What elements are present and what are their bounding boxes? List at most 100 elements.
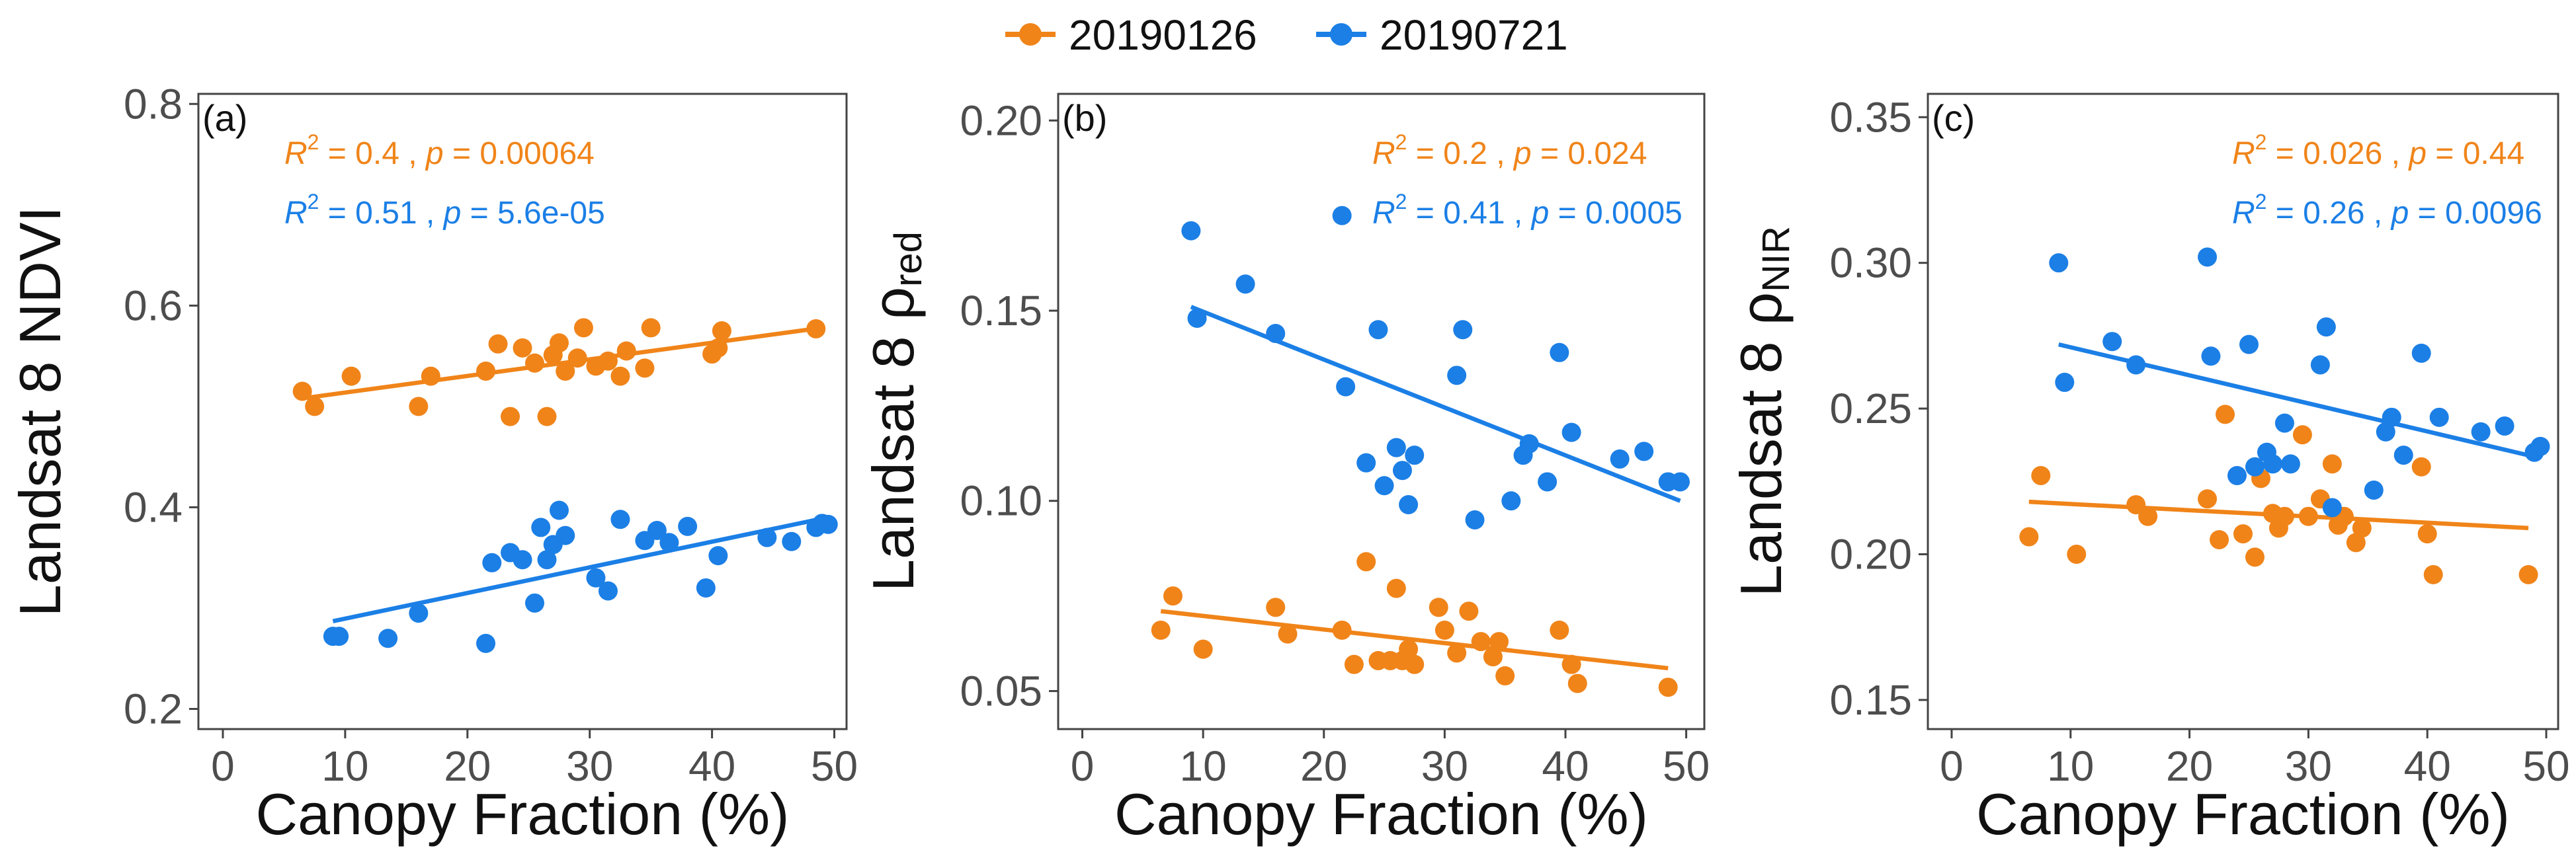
data-point-20190721 xyxy=(2322,498,2342,518)
data-point-20190721 xyxy=(1447,366,1467,385)
data-point-20190721 xyxy=(678,516,698,536)
data-point-20190721 xyxy=(2310,355,2330,375)
data-point-20190721 xyxy=(586,568,606,588)
stats-p-value: 0.0005 xyxy=(1585,196,1683,231)
stats-separator: , xyxy=(2365,196,2391,231)
x-axis-label-c: Canopy Fraction (%) xyxy=(1976,781,2510,847)
stats-r2-value: 0.026 xyxy=(2303,136,2382,171)
fit-line-20190126-b xyxy=(1160,609,1669,671)
data-point-20190721 xyxy=(2102,332,2122,352)
data-point-20190721 xyxy=(1453,320,1473,340)
stats-p-symbol: p xyxy=(1530,196,1550,231)
y-tick-label-c: 0.35 xyxy=(1829,93,1912,141)
data-point-20190126 xyxy=(1483,647,1503,667)
data-point-20190721 xyxy=(1368,320,1388,340)
data-point-20190126 xyxy=(1459,602,1479,621)
stats-r-equals: = xyxy=(319,136,355,171)
stats-annotation-20190126-b: R2 = 0.2 , p = 0.024 xyxy=(1372,130,1647,171)
stats-annotation-20190126-c: R2 = 0.026 , p = 0.44 xyxy=(2232,130,2524,171)
data-point-20190126 xyxy=(501,407,520,426)
x-tick-label-b: 40 xyxy=(1542,742,1589,790)
data-point-20190721 xyxy=(2049,253,2069,273)
x-tick-label-b: 30 xyxy=(1421,742,1468,790)
legend-label-20190126: 20190126 xyxy=(1069,11,1257,59)
y-tick-label-a: 0.4 xyxy=(124,483,183,531)
data-point-20190721 xyxy=(1374,476,1394,496)
data-point-20190126 xyxy=(2417,524,2437,544)
y-tick-label-b: 0.10 xyxy=(960,477,1042,525)
data-point-20190126 xyxy=(1405,654,1425,674)
series-20190126-b xyxy=(1151,552,1678,697)
data-point-20190721 xyxy=(598,581,618,601)
stats-p-value: 0.0096 xyxy=(2445,196,2542,231)
stats-separator: , xyxy=(399,136,426,171)
series-20190721-b xyxy=(1181,206,1690,530)
panel-a: 0 10 20 30 40 50 0.2 0.4 0.6 0.8 Canopy Fraction (… xyxy=(7,80,858,847)
data-point-20190126 xyxy=(537,407,557,426)
data-point-20190721 xyxy=(513,550,532,570)
plot-frame-b xyxy=(1057,93,1706,730)
legend-marker-20190126 xyxy=(1019,23,1042,46)
series-20190126-c xyxy=(2019,405,2538,584)
panel-b: 0 10 20 30 40 50 0.05 0.10 0.15 0.20 Canopy Fracti… xyxy=(860,93,1710,847)
stats-r2-value: 0.2 xyxy=(1443,136,1487,171)
y-tick-label-b: 0.05 xyxy=(960,667,1042,715)
data-point-20190721 xyxy=(531,518,551,537)
x-tick-label-a: 40 xyxy=(688,742,735,790)
data-point-20190721 xyxy=(2263,454,2282,474)
data-point-20190721 xyxy=(2429,407,2449,427)
data-point-20190126 xyxy=(409,397,429,416)
legend-label-20190721: 20190721 xyxy=(1380,11,1568,59)
stats-separator: , xyxy=(1487,136,1514,171)
stats-r-symbol: R xyxy=(284,136,308,171)
stats-r-symbol: R xyxy=(2232,196,2255,231)
y-tick-label-a: 0.2 xyxy=(124,685,183,732)
x-tick-label-a: 50 xyxy=(811,742,858,790)
fit-line-20190721-b xyxy=(1190,305,1681,503)
stats-p-equals: = xyxy=(2409,196,2445,231)
y-axis-label-main-c: Landsat 8 xyxy=(1728,325,1794,597)
legend: 20190126 20190721 xyxy=(1005,11,1568,59)
stats-p-symbol: p xyxy=(425,136,444,171)
data-point-20190721 xyxy=(1187,309,1207,329)
x-tick-label-c: 30 xyxy=(2285,742,2332,790)
stats-r2-value: 0.51 xyxy=(355,196,417,231)
data-point-20190721 xyxy=(2274,413,2294,433)
data-point-20190126 xyxy=(1429,598,1448,617)
data-point-20190721 xyxy=(2364,481,2384,500)
stats-annotation-20190721-b: R2 = 0.41 , p = 0.0005 xyxy=(1372,190,1683,231)
data-point-20190721 xyxy=(1561,422,1581,442)
data-point-20190126 xyxy=(556,361,575,381)
data-point-20190721 xyxy=(1356,453,1376,473)
series-20190721-a xyxy=(323,500,838,653)
x-tick-label-a: 0 xyxy=(211,742,235,790)
fit-line-20190126-c xyxy=(2028,499,2529,531)
data-point-20190721 xyxy=(2201,346,2221,366)
y-tick-label-c: 0.30 xyxy=(1829,239,1912,287)
data-point-20190126 xyxy=(2216,405,2235,424)
data-point-20190721 xyxy=(2376,422,2395,442)
x-axis-label-a: Canopy Fraction (%) xyxy=(256,781,790,847)
stats-r-symbol: R xyxy=(1372,136,1395,171)
data-point-20190126 xyxy=(641,318,661,338)
data-point-20190126 xyxy=(1489,632,1509,652)
stats-p-value: 5.6e-05 xyxy=(497,196,605,231)
fit-line-20190721-a xyxy=(332,515,829,623)
data-point-20190721 xyxy=(659,533,679,553)
stats-p-equals: = xyxy=(461,196,497,231)
data-point-20190126 xyxy=(2138,506,2158,526)
stats-separator: , xyxy=(1505,196,1532,231)
stats-r-exponent: 2 xyxy=(308,190,319,214)
stats-r-symbol: R xyxy=(1372,196,1395,231)
stats-r-exponent: 2 xyxy=(2255,190,2267,214)
y-tick-label-c: 0.25 xyxy=(1829,385,1912,432)
data-point-20190721 xyxy=(1399,494,1419,514)
data-point-20190126 xyxy=(1495,666,1515,685)
data-point-20190126 xyxy=(1447,643,1467,663)
x-tick-label-b: 50 xyxy=(1663,742,1710,790)
y-axis-label-main-b: Landsat 8 xyxy=(860,320,926,592)
stats-r-equals: = xyxy=(1407,136,1443,171)
data-point-20190126 xyxy=(1550,620,1569,640)
data-point-20190126 xyxy=(513,338,532,358)
data-point-20190126 xyxy=(2292,425,2312,445)
